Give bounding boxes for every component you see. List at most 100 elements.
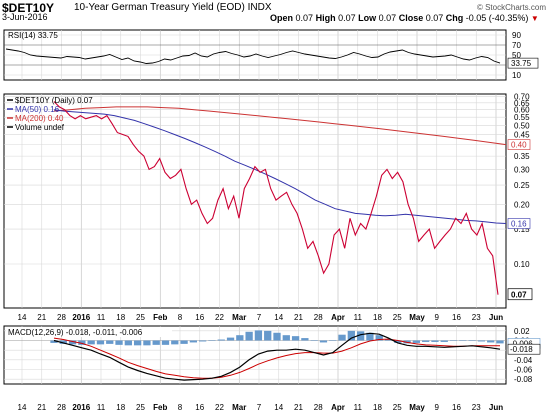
price-x-tick-label: 16 (452, 313, 461, 322)
macd-x-tick-label: Apr (331, 403, 345, 412)
macd-histogram-bar (449, 340, 458, 341)
macd-histogram-bar (273, 332, 281, 341)
price-y-tick-label: 0.70 (514, 92, 530, 101)
macd-histogram-bar (366, 332, 374, 341)
macd-histogram-bar (133, 340, 142, 346)
macd-histogram-bar (477, 340, 486, 342)
macd-x-tick-label: 28 (57, 403, 66, 412)
high-value: 0.07 (338, 13, 356, 23)
macd-y-tick-label: -0.04 (514, 356, 533, 365)
macd-current-label: -0.006 (510, 339, 533, 348)
macd-x-tick-label: 25 (136, 403, 145, 412)
price-current-box (507, 288, 533, 301)
macd-histogram-bar (50, 340, 58, 343)
macd-histogram-bar (254, 330, 263, 341)
price-x-tick-label: Apr (331, 313, 345, 322)
price-y-tick-label: 0.45 (514, 130, 530, 139)
macd-y-tick-label: -0.08 (514, 375, 533, 384)
macd-x-tick-label: Jun (489, 403, 503, 412)
price-x-tick-label: Jun (489, 313, 503, 322)
macd-histogram-bar (319, 340, 328, 343)
close-value: 0.07 (425, 13, 444, 23)
open-value: 0.07 (295, 13, 314, 23)
chg-value: -0.05 (-40.35%) (465, 13, 529, 23)
watermark: © StockCharts.com (476, 3, 546, 12)
macd-x-tick-label: 16 (195, 403, 204, 412)
macd-x-tick-label: Mar (232, 403, 246, 412)
macd-histogram-bar (310, 340, 318, 341)
macd-x-tick-label: 25 (393, 403, 402, 412)
exchange-text: INDX (247, 2, 272, 13)
macd-histogram-bar (468, 340, 476, 341)
price-x-tick-label: 9 (435, 313, 440, 322)
macd-histogram-bar (171, 340, 179, 345)
ma50-current-label: 0.16 (511, 220, 527, 229)
price-x-tick-label: 28 (57, 313, 66, 322)
price-y-tick-label: 0.65 (514, 99, 530, 108)
price-x-tick-label: 8 (178, 313, 183, 322)
macd-legend-bg (6, 327, 172, 337)
symbol-label: $DET10Y (2, 1, 55, 15)
macd-signal-line (53, 337, 500, 379)
chg-label: Chg (445, 13, 464, 23)
price-x-tick-label: 21 (294, 313, 303, 322)
macd-histogram-bar (440, 340, 448, 342)
price-legend-entry: Volume undef (15, 123, 65, 132)
price-x-tick-label: 11 (354, 313, 363, 322)
macd-histogram-bar (226, 337, 235, 341)
macd-histogram-bar (412, 340, 421, 343)
macd-histogram-bar (68, 340, 77, 345)
price-x-tick-label: 22 (215, 313, 224, 322)
macd-x-tick-label: 2016 (72, 403, 90, 412)
macd-current-label: -0.018 (510, 345, 533, 354)
macd-x-tick-label: 14 (18, 403, 27, 412)
rsi-y-tick-label: 50 (512, 51, 521, 60)
macd-histogram-bar (301, 338, 309, 341)
price-x-tick-label: 16 (195, 313, 204, 322)
macd-histogram-bar (115, 340, 123, 345)
macd-y-tick-label: -0.06 (514, 366, 533, 375)
macd-x-tick-label: 11 (97, 403, 106, 412)
macd-histogram-bar (245, 331, 253, 341)
macd-histogram-bar (143, 340, 151, 346)
ma50-line (53, 109, 507, 224)
price-x-tick-label: 2016 (72, 313, 90, 322)
macd-histogram-bar (282, 335, 290, 341)
ma200-current-label: 0.40 (511, 141, 527, 150)
macd-histogram-bar (264, 330, 272, 341)
macd-histogram-bar (422, 340, 430, 342)
price-panel-frame (3, 93, 507, 309)
macd-histogram-bar (459, 340, 467, 341)
price-x-tick-label: May (409, 313, 425, 322)
chart-header: $DET10Y 10-Year German Treasury Yield (E… (0, 0, 550, 23)
macd-histogram-bar (180, 340, 188, 344)
macd-x-tick-label: 28 (314, 403, 323, 412)
macd-histogram-bar (496, 340, 504, 344)
close-label: Close (398, 13, 424, 23)
macd-histogram-bar (106, 340, 114, 344)
price-x-tick-label: 11 (97, 313, 106, 322)
description-text: 10-Year German Treasury Yield (EOD) (74, 2, 245, 13)
chart-date: 3-Jun-2016 (2, 12, 48, 22)
open-label: Open (270, 13, 294, 23)
macd-histogram-bar (356, 331, 365, 341)
macd-histogram-bar (236, 335, 244, 341)
price-y-tick-label: 0.10 (514, 260, 530, 269)
macd-x-tick-label: 11 (354, 403, 363, 412)
macd-y-tick-label: 0.02 (514, 327, 530, 336)
macd-histogram-bar (161, 340, 170, 345)
macd-x-tick-label: 21 (294, 403, 303, 412)
ma200-line (53, 106, 507, 146)
macd-x-tick-label: Feb (153, 403, 167, 412)
macd-x-tick-label: May (409, 403, 425, 412)
macd-current-box (507, 343, 541, 355)
rsi-y-tick-label: 70 (512, 41, 521, 50)
price-x-tick-label: 21 (37, 313, 46, 322)
high-label: High (315, 13, 336, 23)
macd-x-tick-label: 21 (37, 403, 46, 412)
macd-x-tick-label: 9 (435, 403, 440, 412)
macd-histogram-bar (291, 336, 300, 341)
price-current-label: 0.07 (511, 291, 527, 300)
price-y-tick-label: 0.35 (514, 152, 530, 161)
